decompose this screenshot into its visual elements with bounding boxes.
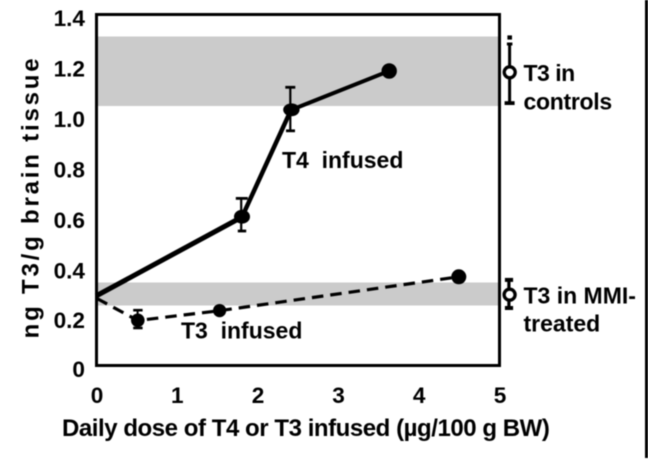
svg-text:0.6: 0.6 <box>54 208 85 233</box>
svg-text:0.2: 0.2 <box>54 308 85 333</box>
svg-text:Daily dose of T4 or T3 infused: Daily dose of T4 or T3 infused (µg/100 g… <box>62 415 549 442</box>
svg-text:5: 5 <box>494 383 507 408</box>
svg-text:T3 in: T3 in <box>524 60 575 86</box>
svg-text:0.8: 0.8 <box>54 158 85 183</box>
svg-text:4: 4 <box>413 383 426 408</box>
svg-text:1.0: 1.0 <box>54 107 85 132</box>
svg-text:treated: treated <box>524 311 601 337</box>
svg-text:0.4: 0.4 <box>54 259 86 284</box>
svg-text:T4 infused: T4 infused <box>282 147 403 173</box>
svg-text:ng T3/g brain tissue: ng T3/g brain tissue <box>18 56 45 339</box>
svg-text:1.4: 1.4 <box>54 6 86 31</box>
svg-text:T3 in MMI-: T3 in MMI- <box>524 283 636 309</box>
svg-text:3: 3 <box>332 383 345 408</box>
svg-text:0: 0 <box>72 357 85 382</box>
svg-text:2: 2 <box>252 383 265 408</box>
svg-text:controls: controls <box>524 89 612 115</box>
svg-text:1: 1 <box>171 383 184 408</box>
svg-text:1.2: 1.2 <box>54 57 85 82</box>
svg-text:0: 0 <box>91 383 104 408</box>
svg-text:T3 infused: T3 infused <box>181 318 302 344</box>
